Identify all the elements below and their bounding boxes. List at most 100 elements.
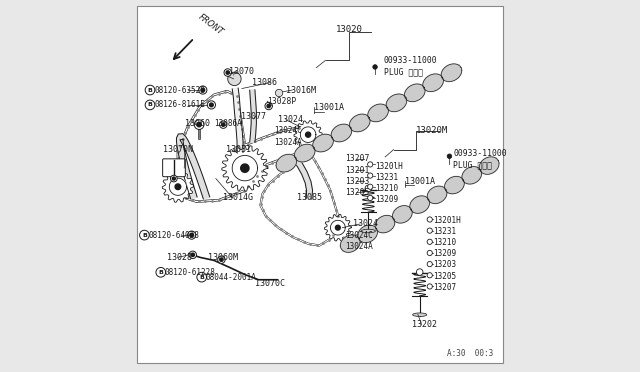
Circle shape	[367, 195, 373, 201]
Polygon shape	[368, 104, 388, 122]
Text: 08120-64028: 08120-64028	[149, 231, 200, 240]
Polygon shape	[410, 196, 429, 214]
Polygon shape	[175, 184, 180, 190]
Text: 13024: 13024	[353, 219, 378, 228]
Text: 13231: 13231	[433, 227, 456, 236]
Text: 13014G: 13014G	[223, 193, 253, 202]
Text: PLUG プラグ: PLUG プラグ	[453, 160, 492, 169]
Polygon shape	[305, 132, 310, 137]
Polygon shape	[479, 157, 499, 174]
Polygon shape	[413, 313, 427, 317]
Circle shape	[427, 217, 433, 222]
Text: 13210: 13210	[433, 238, 456, 247]
Text: 08120-61228: 08120-61228	[164, 268, 216, 277]
Text: PLUG プラグ: PLUG プラグ	[384, 67, 423, 76]
Text: 13207: 13207	[346, 154, 370, 163]
Circle shape	[427, 262, 433, 267]
Text: 13060M: 13060M	[207, 253, 237, 262]
Text: 00933-11000: 00933-11000	[384, 56, 438, 65]
Circle shape	[190, 233, 193, 237]
Text: 13085: 13085	[297, 193, 322, 202]
Polygon shape	[241, 164, 249, 172]
Text: B: B	[148, 102, 152, 108]
Circle shape	[427, 250, 433, 256]
Circle shape	[170, 175, 177, 182]
Circle shape	[226, 71, 229, 74]
Polygon shape	[362, 229, 376, 233]
Polygon shape	[340, 158, 499, 251]
Polygon shape	[330, 220, 345, 235]
Text: A:30  00:3: A:30 00:3	[447, 349, 493, 358]
Text: 13086: 13086	[252, 78, 277, 87]
Circle shape	[189, 251, 196, 259]
Circle shape	[367, 173, 373, 178]
Polygon shape	[232, 155, 257, 181]
Polygon shape	[445, 176, 464, 194]
Polygon shape	[177, 134, 210, 199]
Circle shape	[191, 253, 195, 257]
FancyBboxPatch shape	[163, 159, 186, 177]
Circle shape	[145, 100, 155, 110]
Text: 00933-11000: 00933-11000	[453, 149, 507, 158]
Text: 13209: 13209	[433, 249, 456, 258]
Text: FRONT: FRONT	[196, 12, 225, 36]
Circle shape	[267, 105, 270, 108]
Polygon shape	[428, 186, 447, 203]
Text: 13001A: 13001A	[405, 177, 435, 186]
Polygon shape	[423, 74, 444, 92]
Circle shape	[220, 121, 227, 128]
Text: 13203: 13203	[346, 177, 370, 186]
Polygon shape	[375, 215, 395, 233]
Text: B: B	[148, 87, 152, 93]
Text: 13024A: 13024A	[346, 242, 373, 251]
Circle shape	[220, 258, 223, 262]
Circle shape	[209, 103, 213, 107]
Polygon shape	[335, 225, 340, 230]
Polygon shape	[349, 114, 370, 132]
Circle shape	[201, 88, 205, 92]
Text: 13028P: 13028P	[267, 97, 296, 106]
Circle shape	[199, 86, 207, 94]
Circle shape	[145, 85, 155, 95]
Text: 08126-8161E: 08126-8161E	[154, 100, 205, 109]
Circle shape	[367, 162, 373, 167]
Polygon shape	[404, 84, 425, 102]
Circle shape	[188, 231, 196, 239]
Text: 13060: 13060	[186, 119, 211, 128]
Polygon shape	[462, 167, 482, 184]
Text: 13207: 13207	[433, 283, 456, 292]
Circle shape	[197, 122, 201, 127]
Polygon shape	[340, 235, 360, 252]
Polygon shape	[441, 64, 461, 81]
Text: B: B	[158, 270, 163, 275]
Circle shape	[367, 184, 373, 189]
Polygon shape	[228, 72, 241, 86]
Text: B: B	[199, 275, 204, 280]
Text: 13210: 13210	[375, 184, 398, 193]
Text: 13205: 13205	[433, 272, 456, 280]
Text: 13077: 13077	[241, 112, 266, 121]
Polygon shape	[275, 89, 283, 97]
Circle shape	[365, 185, 372, 192]
Text: 13201H: 13201H	[433, 216, 461, 225]
Circle shape	[207, 101, 216, 109]
Text: 13028: 13028	[167, 253, 192, 262]
Polygon shape	[232, 88, 243, 153]
FancyBboxPatch shape	[137, 6, 503, 363]
Text: 13205: 13205	[346, 188, 370, 197]
Circle shape	[265, 102, 273, 110]
Text: 13209: 13209	[375, 195, 398, 204]
Polygon shape	[358, 225, 378, 243]
Polygon shape	[291, 155, 312, 199]
Text: 13070: 13070	[229, 67, 254, 76]
Text: 13024C: 13024C	[346, 231, 373, 240]
Text: 13070N: 13070N	[163, 145, 193, 154]
Text: 13201: 13201	[346, 166, 370, 174]
Circle shape	[195, 120, 204, 129]
Text: 13020: 13020	[335, 25, 362, 33]
Text: 1320lH: 1320lH	[375, 162, 403, 171]
Text: 13024A: 13024A	[275, 138, 302, 147]
Text: 13202: 13202	[412, 320, 437, 329]
Polygon shape	[386, 94, 407, 112]
Circle shape	[447, 154, 452, 158]
